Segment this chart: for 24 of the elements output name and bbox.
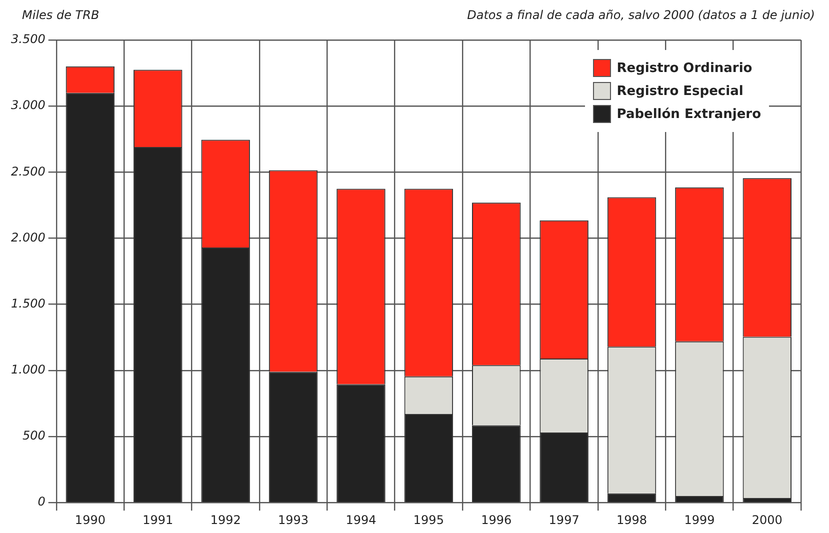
y-tick-label: 2.500 [10,164,46,178]
x-tick-label: 2000 [752,512,782,527]
y-tick-label: 2.000 [10,230,46,244]
x-tick-label: 1997 [548,512,580,527]
chart-subtitle: Datos a final de cada año, salvo 2000 (datos a 1 de junio) [467,8,815,22]
x-tick-label: 1991 [142,512,174,527]
legend-label: Registro Ordinario [616,60,752,76]
x-tick-label: 1996 [481,512,512,527]
y-tick-label: 500 [22,428,46,443]
y-axis-title: Miles de TRB [22,8,100,22]
y-tick-label: 0 [38,494,46,509]
y-tick-label: 1.500 [10,296,46,310]
x-tick-label: 1990 [74,512,106,527]
x-tick-label: 1992 [210,512,241,527]
x-tick-label: 1993 [278,512,309,527]
legend-label: Pabellón Extranjero [616,106,761,122]
y-tick-label: 3.000 [10,98,46,112]
x-tick-label: 1994 [346,512,376,527]
x-tick-label: 1998 [616,512,648,527]
x-tick-label: 1995 [413,512,444,527]
legend-label: Registro Especial [616,84,744,98]
y-tick-label: 1.000 [10,362,46,377]
y-tick-label: 3.500 [10,32,46,46]
x-tick-label: 1999 [684,512,715,527]
